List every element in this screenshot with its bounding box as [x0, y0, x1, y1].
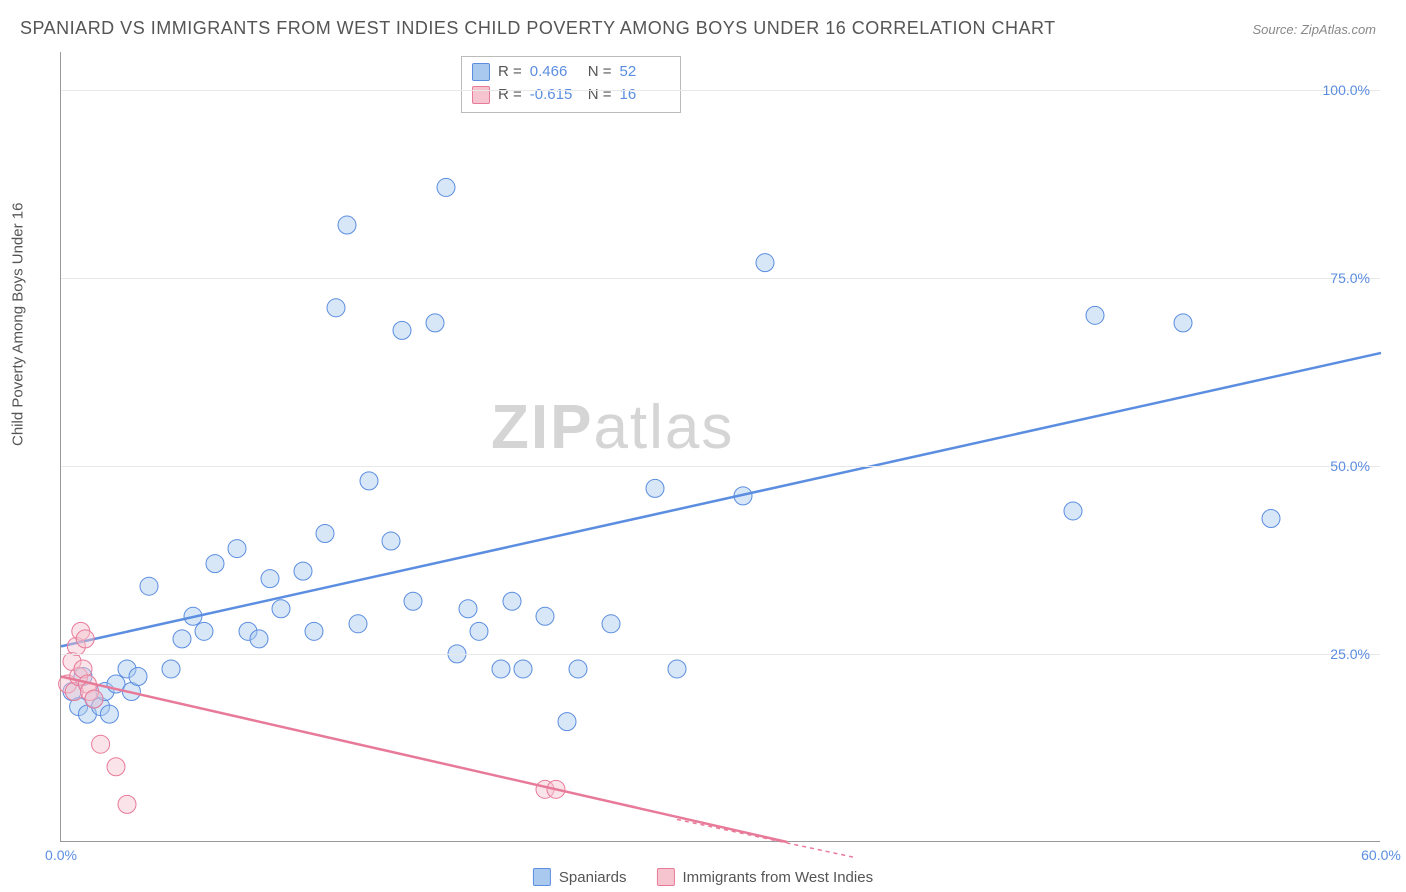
data-point [250, 630, 268, 648]
data-point [85, 690, 103, 708]
y-axis-label: Child Poverty Among Boys Under 16 [10, 203, 27, 446]
trend-line [61, 676, 787, 842]
data-point [492, 660, 510, 678]
legend-label: Immigrants from West Indies [682, 869, 873, 886]
data-point [569, 660, 587, 678]
data-point [118, 795, 136, 813]
trend-line [61, 353, 1381, 646]
trend-line-dashed [677, 819, 853, 857]
data-point [228, 540, 246, 558]
data-point [162, 660, 180, 678]
bottom-legend: Spaniards Immigrants from West Indies [533, 868, 873, 886]
gridline [61, 654, 1380, 655]
swatch-icon [656, 868, 674, 886]
data-point [100, 705, 118, 723]
data-point [338, 216, 356, 234]
gridline [61, 278, 1380, 279]
chart-svg [61, 52, 1380, 841]
ytick-label: 50.0% [1330, 458, 1370, 474]
legend-label: Spaniards [559, 869, 627, 886]
data-point [107, 758, 125, 776]
legend-item: Spaniards [533, 868, 627, 886]
data-point [1086, 306, 1104, 324]
ytick-label: 75.0% [1330, 270, 1370, 286]
data-point [470, 622, 488, 640]
data-point [404, 592, 422, 610]
data-point [459, 600, 477, 618]
data-point [1174, 314, 1192, 332]
source-label: Source: ZipAtlas.com [1252, 22, 1376, 37]
plot-area: ZIPatlas R = 0.466 N = 52 R = -0.615 N =… [60, 52, 1380, 842]
data-point [349, 615, 367, 633]
data-point [393, 321, 411, 339]
swatch-icon [533, 868, 551, 886]
data-point [327, 299, 345, 317]
data-point [206, 555, 224, 573]
data-point [503, 592, 521, 610]
data-point [1262, 509, 1280, 527]
data-point [437, 178, 455, 196]
xtick-label: 60.0% [1361, 847, 1401, 863]
data-point [360, 472, 378, 490]
data-point [382, 532, 400, 550]
data-point [426, 314, 444, 332]
data-point [1064, 502, 1082, 520]
data-point [558, 713, 576, 731]
chart-title: SPANIARD VS IMMIGRANTS FROM WEST INDIES … [20, 18, 1056, 39]
data-point [92, 735, 110, 753]
data-point [514, 660, 532, 678]
xtick-label: 0.0% [45, 847, 77, 863]
data-point [173, 630, 191, 648]
data-point [261, 570, 279, 588]
data-point [305, 622, 323, 640]
data-point [76, 630, 94, 648]
data-point [294, 562, 312, 580]
data-point [536, 607, 554, 625]
data-point [316, 525, 334, 543]
data-point [195, 622, 213, 640]
gridline [61, 466, 1380, 467]
data-point [756, 254, 774, 272]
gridline [61, 90, 1380, 91]
ytick-label: 25.0% [1330, 646, 1370, 662]
ytick-label: 100.0% [1323, 82, 1370, 98]
data-point [646, 479, 664, 497]
legend-item: Immigrants from West Indies [656, 868, 873, 886]
data-point [140, 577, 158, 595]
data-point [129, 667, 147, 685]
data-point [668, 660, 686, 678]
data-point [602, 615, 620, 633]
data-point [272, 600, 290, 618]
